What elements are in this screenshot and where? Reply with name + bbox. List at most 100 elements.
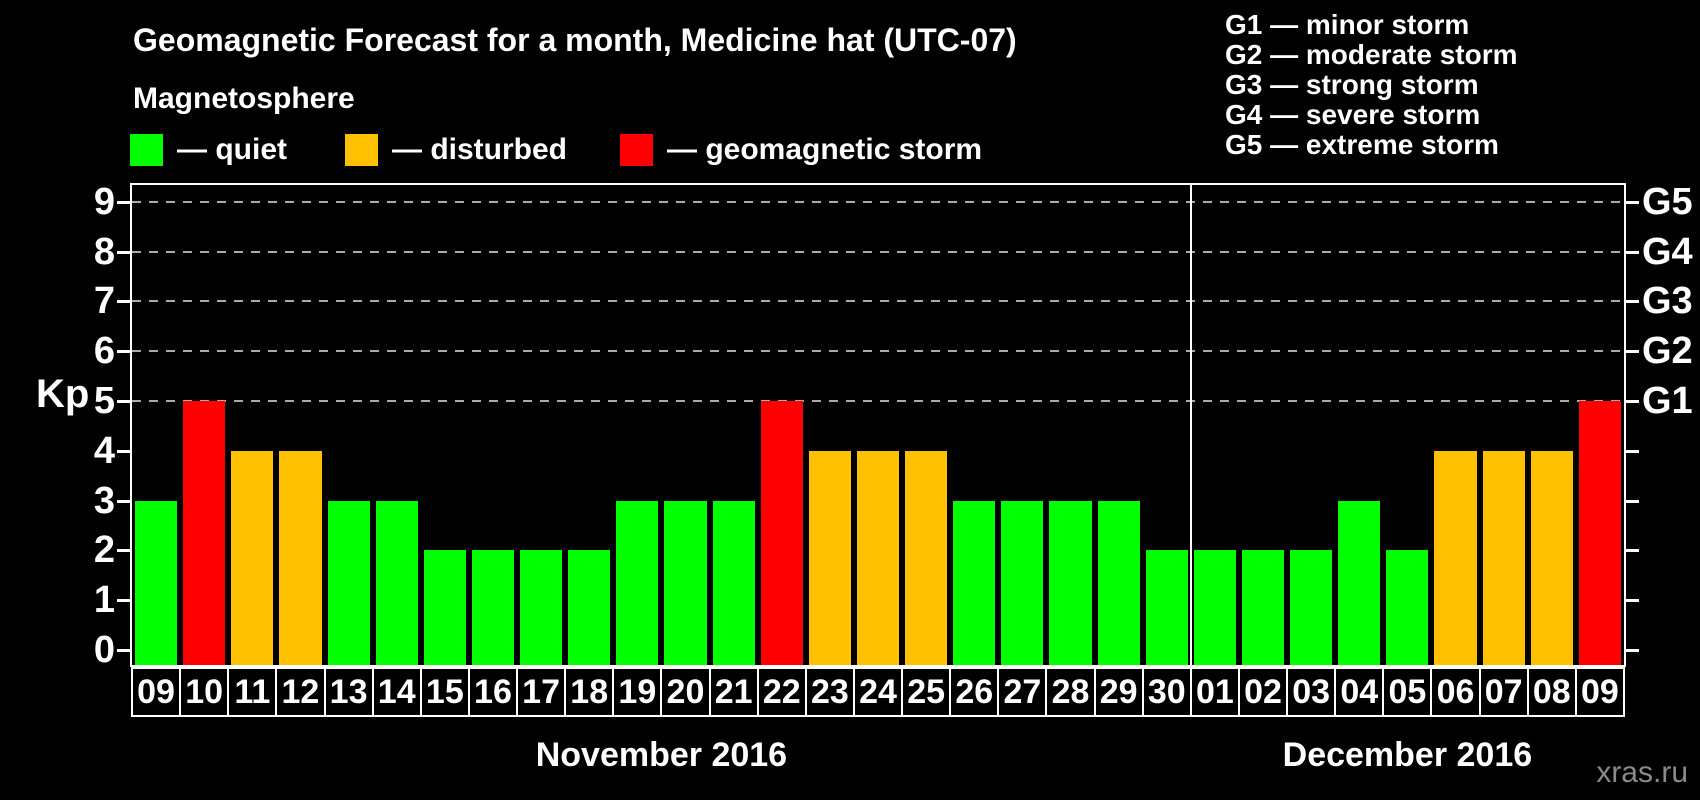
day-label-box: 30 — [1141, 667, 1192, 717]
left-tick — [117, 549, 130, 553]
y-tick-label: 3 — [93, 479, 115, 522]
left-tick — [117, 300, 130, 304]
legend-item-label: — quiet — [177, 133, 287, 166]
day-label-box: 07 — [1478, 667, 1529, 717]
kp-bar-day-04 — [1338, 500, 1381, 665]
right-tick — [1626, 400, 1639, 403]
kp-bar-day-24 — [856, 450, 900, 665]
kp-bar-day-18 — [568, 550, 611, 665]
gridline-kp7 — [132, 300, 1624, 303]
kp-bar-day-21 — [712, 500, 755, 665]
kp-bar-day-15 — [423, 550, 466, 665]
day-label-box: 26 — [949, 667, 1000, 717]
right-tick — [1626, 549, 1639, 553]
left-tick — [117, 200, 130, 204]
kp-bar-day-02 — [1241, 550, 1285, 665]
legend-item-storm: — geomagnetic storm — [620, 133, 982, 167]
day-label-box: 25 — [901, 667, 952, 717]
g-scale-tick-label: G3 — [1642, 280, 1693, 323]
disturbed-color-swatch — [345, 134, 378, 166]
y-tick-label: 4 — [93, 429, 115, 472]
legend-item-label: — geomagnetic storm — [667, 133, 983, 166]
y-tick-label: 0 — [93, 629, 115, 671]
kp-bar-day-20 — [664, 500, 707, 665]
day-label-box: 29 — [1093, 667, 1144, 717]
quiet-color-swatch — [130, 134, 163, 166]
y-tick-label: 5 — [93, 380, 115, 422]
day-label-box: 24 — [852, 667, 904, 717]
y-tick-label: 8 — [93, 230, 115, 273]
kp-bar-day-27 — [1001, 500, 1044, 665]
g-legend-line: G1 — minor storm — [1225, 9, 1470, 40]
day-label-box: 13 — [323, 667, 374, 717]
kp-bar-day-25 — [905, 450, 948, 665]
day-label-box: 04 — [1334, 667, 1385, 717]
day-label-box: 14 — [371, 667, 422, 717]
kp-bar-day-16 — [471, 550, 515, 665]
kp-bar-day-28 — [1049, 500, 1092, 665]
legend-item-disturbed: — disturbed — [345, 133, 567, 167]
g-scale-tick-label: G5 — [1642, 180, 1693, 223]
g-scale-tick-label: G4 — [1642, 230, 1693, 273]
storm-color-swatch — [620, 134, 653, 166]
left-tick — [117, 649, 130, 652]
gridline-kp5 — [132, 400, 1624, 402]
day-label-box: 19 — [612, 667, 663, 717]
legend-item-label: — disturbed — [392, 133, 568, 166]
gridline-kp9 — [132, 200, 1624, 203]
plot-area — [130, 183, 1626, 667]
day-label-box: 01 — [1189, 667, 1240, 717]
day-label-box: 28 — [1045, 667, 1096, 717]
watermark: xras.ru — [1596, 756, 1688, 789]
left-tick — [117, 400, 130, 403]
gridline-kp8 — [132, 250, 1624, 253]
left-tick — [117, 499, 130, 503]
day-label-box: 10 — [179, 667, 230, 717]
g-scale-legend: G1 — minor storm G2 — moderate storm G3 … — [1225, 10, 1518, 160]
kp-bar-day-11 — [231, 450, 274, 665]
kp-bar-day-01 — [1193, 550, 1236, 665]
left-tick — [117, 250, 130, 254]
kp-bar-day-23 — [808, 450, 851, 665]
chart-title: Geomagnetic Forecast for a month, Medici… — [133, 22, 1017, 58]
left-tick — [117, 350, 130, 354]
kp-bar-day-08 — [1530, 450, 1573, 665]
day-label-box: 12 — [275, 667, 326, 717]
day-label-box: 20 — [660, 667, 711, 717]
kp-bar-day-05 — [1386, 550, 1429, 665]
y-tick-label: 1 — [93, 579, 115, 622]
month-separator-line — [1189, 185, 1192, 665]
right-tick — [1626, 350, 1639, 354]
right-tick — [1626, 499, 1639, 503]
kp-bar-day-19 — [616, 500, 659, 665]
g-legend-line: G2 — moderate storm — [1225, 39, 1518, 70]
kp-bar-day-29 — [1097, 500, 1140, 665]
g-scale-tick-label: G1 — [1642, 380, 1693, 422]
right-tick — [1626, 200, 1639, 204]
kp-bar-day-22 — [760, 401, 803, 665]
left-tick — [117, 449, 130, 453]
kp-bar-day-13 — [327, 500, 370, 665]
y-tick-label: 7 — [93, 280, 115, 323]
g-scale-tick-label: G2 — [1642, 330, 1693, 373]
day-label-box: 23 — [804, 667, 855, 717]
day-label-box: 05 — [1382, 667, 1433, 717]
kp-bar-day-30 — [1145, 550, 1188, 665]
day-label-box: 17 — [516, 667, 567, 717]
kp-bar-day-14 — [375, 500, 418, 665]
month-label: December 2016 — [1282, 736, 1533, 774]
day-label-box: 21 — [708, 667, 759, 717]
day-label-box: 03 — [1286, 667, 1337, 717]
gridline-kp6 — [132, 350, 1624, 353]
day-label-box: 15 — [419, 667, 470, 717]
y-axis-label: Kp — [36, 372, 90, 416]
g-legend-line: G4 — severe storm — [1225, 99, 1481, 130]
kp-bar-day-09 — [1578, 401, 1621, 665]
day-label-box: 06 — [1430, 667, 1481, 717]
day-label-box: 11 — [227, 667, 278, 717]
day-label-box: 27 — [997, 667, 1048, 717]
kp-bar-day-17 — [520, 550, 563, 665]
y-tick-label: 6 — [93, 330, 115, 373]
right-tick — [1626, 649, 1639, 652]
